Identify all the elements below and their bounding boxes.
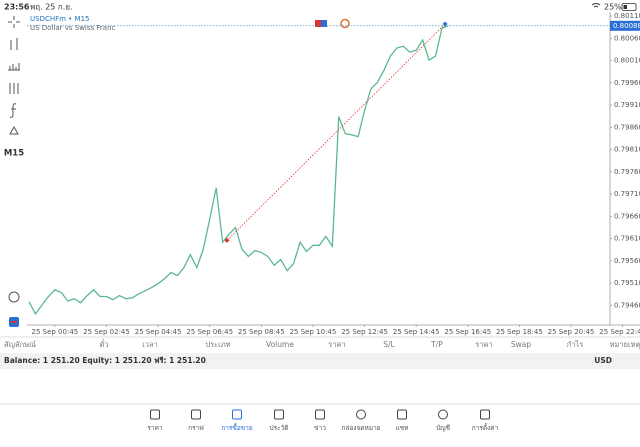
x-tick-label: 25 Sep 00:45	[32, 328, 79, 336]
x-tick-label: 25 Sep 20:45	[548, 328, 595, 336]
tab-label[interactable]: แชท	[396, 424, 409, 432]
tab-label[interactable]: บัญชี	[436, 424, 451, 432]
tab-label[interactable]: ข่าว	[314, 424, 326, 432]
shapes-tool[interactable]	[9, 125, 19, 135]
column-header: ตั๋ว	[99, 339, 108, 349]
trendline-handle[interactable]	[224, 237, 230, 243]
tab-icon[interactable]	[150, 409, 160, 420]
battery-fill	[623, 5, 627, 9]
x-tick-label: 25 Sep 08:45	[238, 328, 285, 336]
trendline[interactable]	[226, 23, 446, 241]
order-indicator[interactable]	[340, 18, 350, 29]
x-tick-label: 25 Sep 04:45	[135, 328, 182, 336]
history-tool[interactable]	[8, 291, 20, 303]
tab-icon[interactable]	[356, 409, 366, 420]
column-header: S/L	[383, 340, 395, 349]
column-header: Swap	[511, 340, 531, 349]
x-tick-label: 25 Sep 16:45	[444, 328, 491, 336]
account-summary: Balance: 1 251.20 Equity: 1 251.20 ฟรี: …	[4, 356, 206, 365]
bars-tool[interactable]	[8, 63, 20, 71]
tab-label[interactable]: การตั้งค่า	[472, 423, 499, 432]
tab-label[interactable]: การซื้อขาย	[221, 423, 252, 432]
tab-label[interactable]: ราคา	[147, 424, 162, 432]
x-tick-label: 25 Sep 02:45	[83, 328, 130, 336]
tab-icon[interactable]	[438, 409, 448, 420]
column-header: T/P	[430, 340, 443, 349]
balance-row	[0, 353, 640, 369]
column-header: ราคา	[328, 340, 345, 349]
x-tick-label: 25 Sep 22:45	[599, 328, 640, 336]
status-date: พฤ. 25 ก.ย.	[30, 3, 73, 12]
chart-symbol: USDCHFm • M15	[30, 15, 89, 23]
tab-icon[interactable]	[232, 409, 242, 420]
battery-level: 25%	[604, 3, 622, 12]
account-currency: USD	[594, 356, 612, 365]
tab-icon[interactable]	[315, 409, 325, 420]
column-header: Volume	[266, 340, 294, 349]
column-header: เวลา	[142, 340, 158, 349]
battery-icon	[621, 3, 637, 11]
toolbar	[8, 16, 20, 303]
column-header: ราคา	[475, 340, 492, 349]
x-tick-label: 25 Sep 12:45	[341, 328, 388, 336]
trendline-handle[interactable]	[442, 21, 448, 27]
bid-price-box	[610, 20, 640, 31]
buy-button[interactable]	[321, 20, 327, 27]
bid-price: 0.80088	[613, 22, 640, 30]
tab-icon[interactable]	[274, 409, 284, 420]
column-header: หมายเหตุ	[610, 340, 640, 349]
candles-tool[interactable]	[10, 38, 18, 50]
tab-icon[interactable]	[397, 409, 407, 420]
column-header: ประเภท	[205, 340, 230, 349]
tab-icon[interactable]	[191, 409, 201, 420]
wifi-icon	[591, 3, 601, 8]
tab-label[interactable]: กราฟ	[188, 424, 204, 432]
tab-label[interactable]: ประวัติ	[270, 424, 289, 432]
tab-icon[interactable]	[480, 409, 490, 420]
chart-description: US Dollar vs Swiss Franc	[30, 24, 116, 32]
x-tick-label: 25 Sep 10:45	[290, 328, 337, 336]
tab-label[interactable]: กล่องจดหมาย	[341, 424, 380, 432]
x-tick-label: 25 Sep 06:45	[186, 328, 233, 336]
column-header: สัญลักษณ์	[4, 340, 36, 349]
price-line	[28, 25, 449, 316]
y-tick-label: 0.79460	[614, 301, 640, 309]
status-time: 23:56	[4, 3, 30, 12]
column-header: กำไร	[567, 340, 584, 349]
sell-button[interactable]	[315, 20, 321, 27]
crosshair-tool[interactable]	[8, 16, 20, 28]
x-tick-label: 25 Sep 14:45	[393, 328, 440, 336]
function-tool[interactable]	[9, 103, 17, 118]
one-click-icon	[11, 321, 17, 323]
x-tick-label: 25 Sep 18:45	[496, 328, 543, 336]
indicators-tool[interactable]	[9, 83, 19, 94]
timeframe[interactable]: M15	[4, 149, 24, 159]
